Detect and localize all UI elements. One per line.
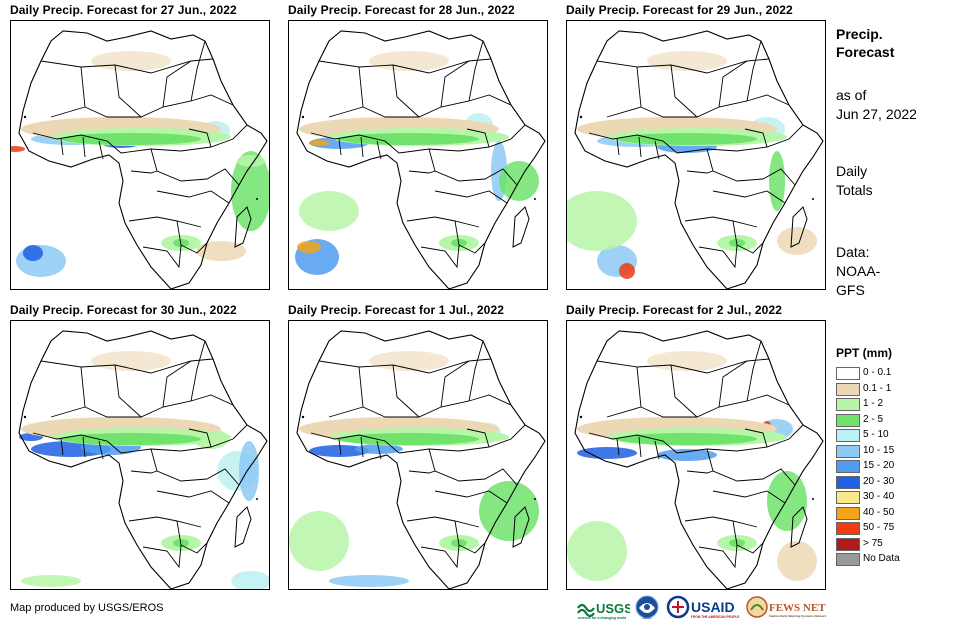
legend-swatch (836, 522, 860, 535)
legend-swatch (836, 537, 860, 551)
panel-title: Daily Precip. Forecast for 30 Jun., 2022 (10, 303, 237, 317)
legend-swatch (836, 398, 860, 411)
legend-swatch (836, 444, 860, 458)
as-of-date: as of Jun 27, 2022 (836, 87, 917, 122)
svg-text:Famine Early Warning Systems N: Famine Early Warning Systems Network (769, 614, 826, 618)
legend-label: 1 - 2 (863, 398, 884, 409)
legend-swatch (836, 367, 860, 380)
legend-swatch (836, 413, 860, 427)
legend-title: PPT (mm) (836, 346, 893, 360)
africa-map (11, 21, 269, 289)
legend-swatch (836, 429, 860, 442)
panel-title: Daily Precip. Forecast for 27 Jun., 2022 (10, 3, 237, 17)
svg-text:USGS: USGS (596, 601, 630, 616)
svg-text:FROM THE AMERICAN PEOPLE: FROM THE AMERICAN PEOPLE (691, 615, 739, 619)
svg-text:science for a changing world: science for a changing world (578, 616, 626, 620)
precip-map (288, 20, 548, 290)
africa-map (289, 321, 547, 589)
legend-label: 20 - 30 (863, 475, 895, 487)
legend-label: 0.1 - 1 (863, 382, 892, 394)
panel-title: Daily Precip. Forecast for 29 Jun., 2022 (566, 3, 793, 17)
usaid-logo: USAID FROM THE AMERICAN PEOPLE (666, 594, 744, 620)
sidebar-title: Precip. Forecast (836, 26, 895, 60)
precip-map (566, 20, 826, 290)
data-source: Data: NOAA- GFS (836, 244, 881, 298)
legend-swatch (836, 506, 860, 520)
agency-logos: USGS science for a changing world NOAA U… (576, 594, 827, 620)
legend-label: 40 - 50 (863, 506, 895, 518)
legend-label: No Data (863, 553, 900, 564)
africa-map (289, 21, 547, 289)
panel-title: Daily Precip. Forecast for 1 Jul., 2022 (288, 303, 504, 317)
legend-label: 30 - 40 (863, 491, 895, 502)
africa-map (567, 321, 825, 589)
panel-title: Daily Precip. Forecast for 2 Jul., 2022 (566, 303, 782, 317)
legend-label: 2 - 5 (863, 413, 884, 425)
svg-text:FEWS NET: FEWS NET (769, 602, 826, 614)
usgs-logo: USGS science for a changing world (576, 594, 633, 620)
precip-map (10, 320, 270, 590)
svg-text:USAID: USAID (691, 599, 735, 615)
panel-title: Daily Precip. Forecast for 28 Jun., 2022 (288, 3, 515, 17)
legend-label: 10 - 15 (863, 444, 895, 456)
legend-swatch (836, 553, 860, 566)
legend-swatch (836, 491, 860, 504)
legend-label: 50 - 75 (863, 522, 895, 533)
legend-swatch (836, 382, 860, 396)
legend-label: 0 - 0.1 (863, 367, 892, 378)
fews-net-logo: FEWS NET Famine Early Warning Systems Ne… (746, 594, 827, 620)
precip-map (10, 20, 270, 290)
legend-label: 5 - 10 (863, 429, 889, 440)
map-credit: Map produced by USGS/EROS (10, 602, 164, 614)
legend-swatch (836, 460, 860, 473)
africa-map (11, 321, 269, 589)
noaa-logo: NOAA (634, 594, 662, 620)
svg-text:NOAA: NOAA (643, 616, 653, 620)
africa-map (567, 21, 825, 289)
legend-swatch (836, 475, 860, 489)
legend-label: 15 - 20 (863, 460, 895, 471)
legend-label: > 75 (863, 537, 883, 549)
precip-map (288, 320, 548, 590)
precip-map (566, 320, 826, 590)
daily-totals-label: Daily Totals (836, 163, 873, 198)
